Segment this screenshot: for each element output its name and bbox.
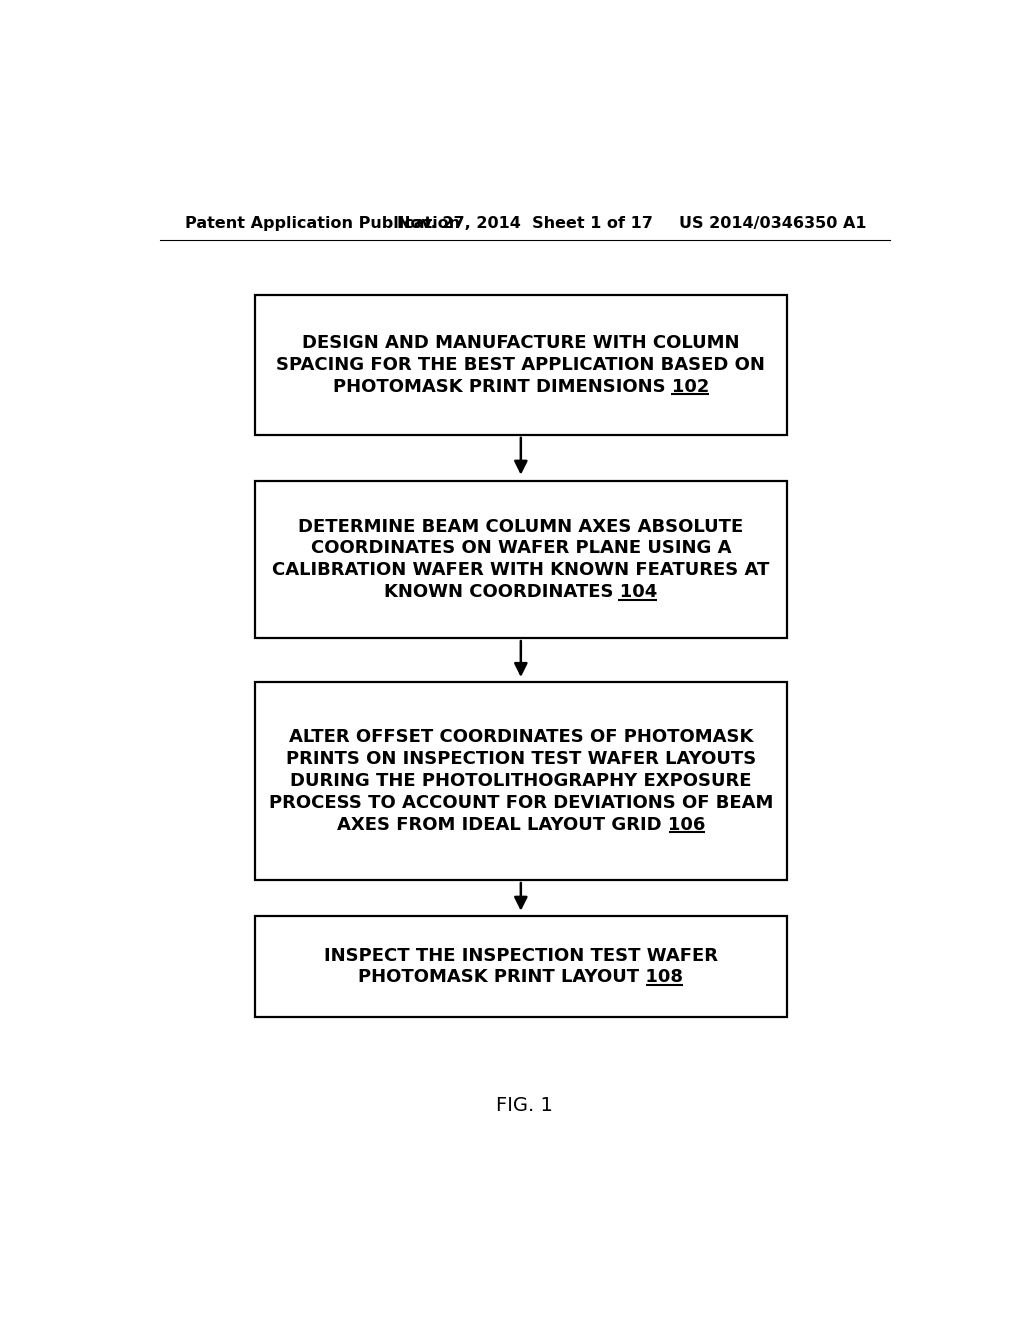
Text: INSPECT THE INSPECTION TEST WAFER: INSPECT THE INSPECTION TEST WAFER [324,946,718,965]
Text: US 2014/0346350 A1: US 2014/0346350 A1 [679,216,866,231]
Text: DESIGN AND MANUFACTURE WITH COLUMN: DESIGN AND MANUFACTURE WITH COLUMN [302,334,739,352]
Bar [255,294,786,434]
Text: SPACING FOR THE BEST APPLICATION BASED ON: SPACING FOR THE BEST APPLICATION BASED O… [276,355,765,374]
Text: DURING THE PHOTOLITHOGRAPHY EXPOSURE: DURING THE PHOTOLITHOGRAPHY EXPOSURE [290,772,752,789]
Bar [255,682,786,880]
Bar [255,916,786,1018]
Text: PRINTS ON INSPECTION TEST WAFER LAYOUTS: PRINTS ON INSPECTION TEST WAFER LAYOUTS [286,750,756,768]
Text: Patent Application Publication: Patent Application Publication [185,216,461,231]
Text: PROCESS TO ACCOUNT FOR DEVIATIONS OF BEAM: PROCESS TO ACCOUNT FOR DEVIATIONS OF BEA… [268,793,773,812]
Text: COORDINATES ON WAFER PLANE USING A: COORDINATES ON WAFER PLANE USING A [310,540,731,557]
Text: AXES FROM IDEAL LAYOUT GRID 106: AXES FROM IDEAL LAYOUT GRID 106 [337,816,705,834]
Bar [255,480,786,638]
Text: PHOTOMASK PRINT DIMENSIONS 102: PHOTOMASK PRINT DIMENSIONS 102 [333,378,709,396]
Text: FIG. 1: FIG. 1 [497,1096,553,1115]
Text: ALTER OFFSET COORDINATES OF PHOTOMASK: ALTER OFFSET COORDINATES OF PHOTOMASK [289,729,753,746]
Text: DETERMINE BEAM COLUMN AXES ABSOLUTE: DETERMINE BEAM COLUMN AXES ABSOLUTE [298,517,743,536]
Text: PHOTOMASK PRINT LAYOUT 108: PHOTOMASK PRINT LAYOUT 108 [358,969,683,986]
Text: Nov. 27, 2014  Sheet 1 of 17: Nov. 27, 2014 Sheet 1 of 17 [397,216,652,231]
Text: CALIBRATION WAFER WITH KNOWN FEATURES AT: CALIBRATION WAFER WITH KNOWN FEATURES AT [272,561,769,579]
Text: KNOWN COORDINATES 104: KNOWN COORDINATES 104 [384,583,657,601]
